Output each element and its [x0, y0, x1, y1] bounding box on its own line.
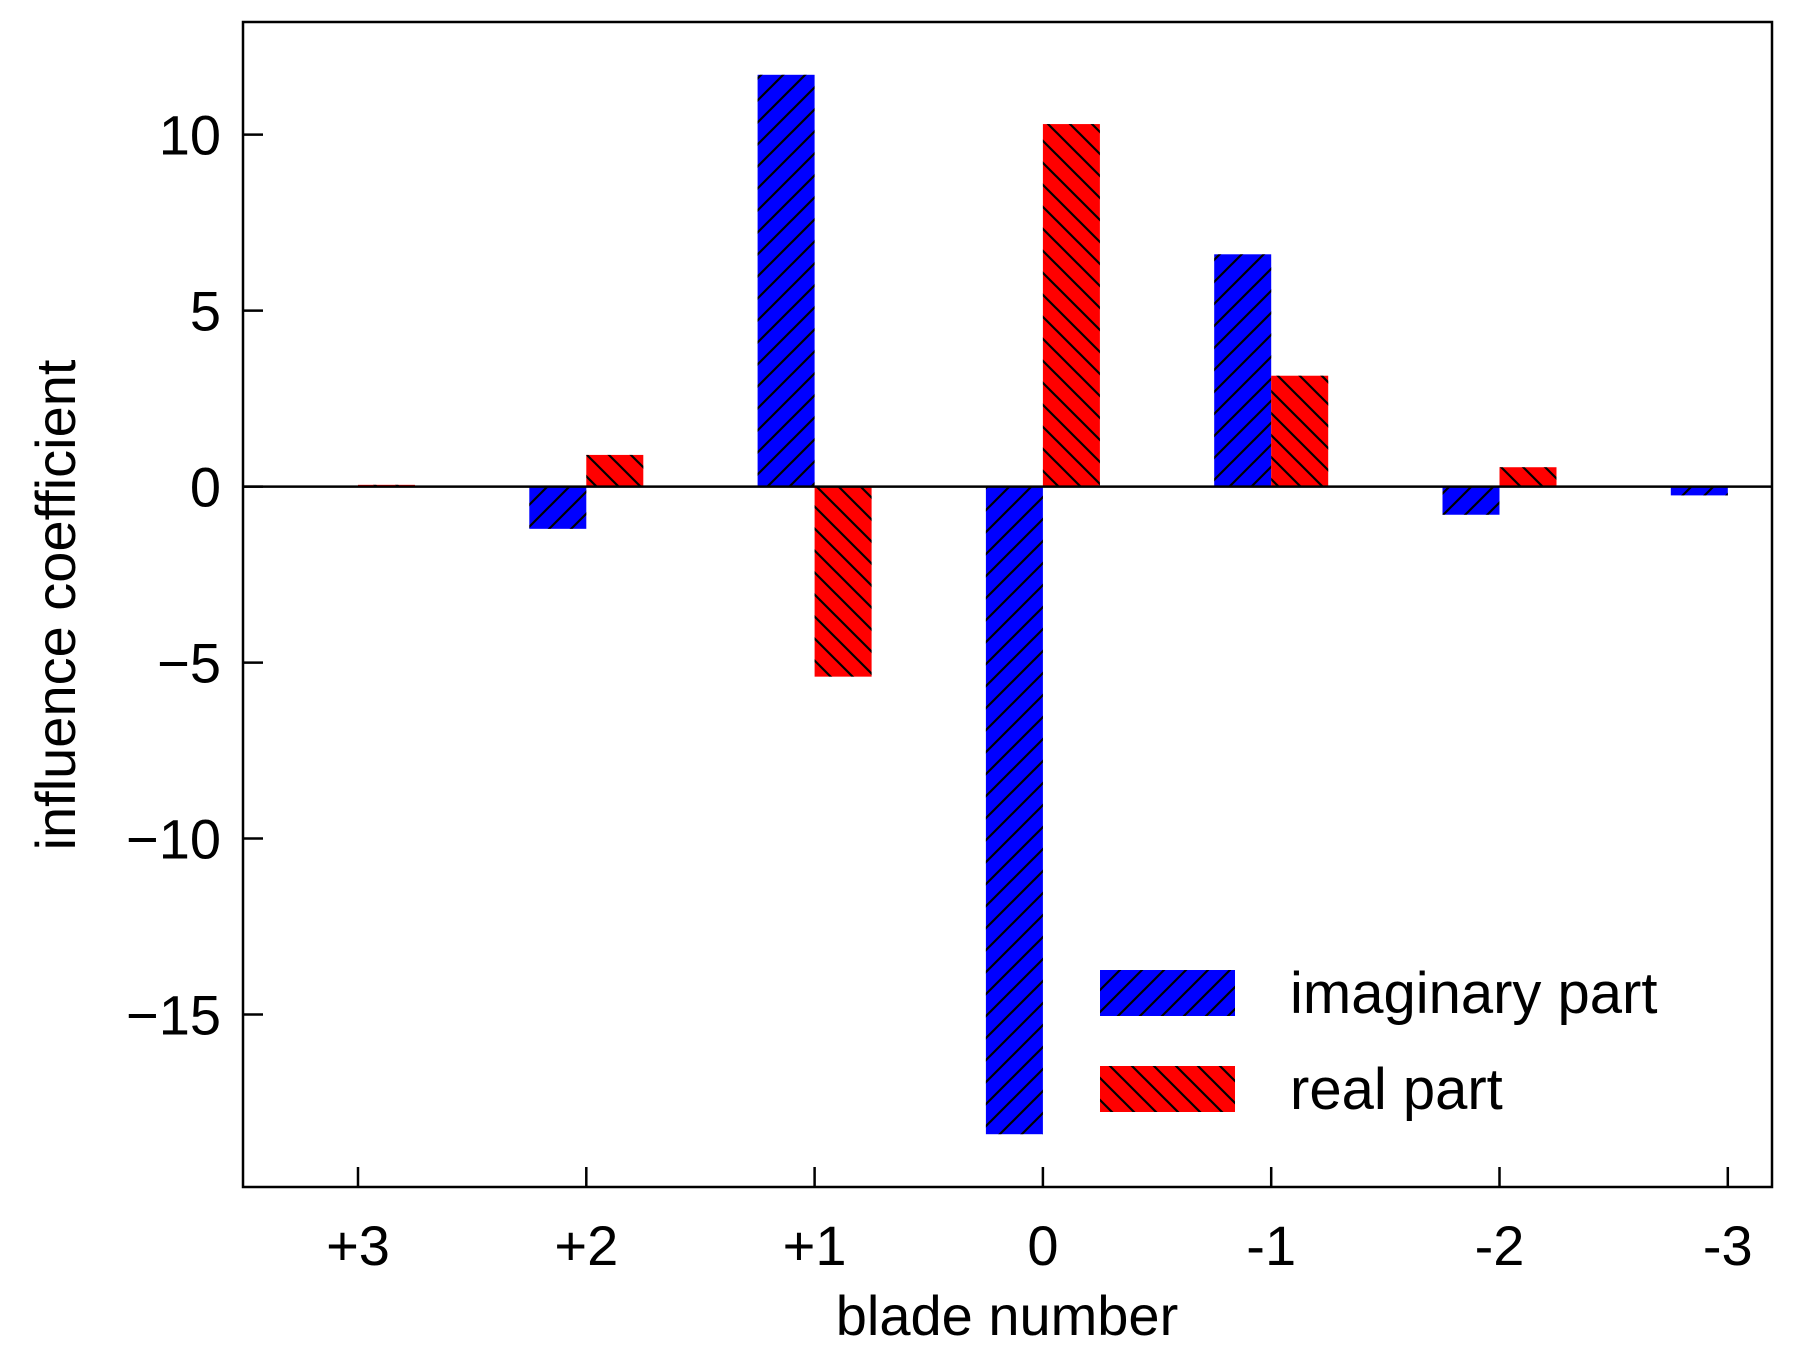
bar-imaginary-part-minus2: [1442, 486, 1500, 515]
y-tick-label: 10: [159, 104, 221, 167]
legend-item-imaginary-part: imaginary part: [1100, 961, 1657, 1026]
y-axis-label: influence coefficient: [24, 359, 87, 850]
x-axis-label: blade number: [836, 1284, 1178, 1347]
bar-imaginary-part-0: [985, 486, 1043, 1135]
bar-real-part-minus2: [1499, 467, 1557, 487]
legend-swatch: [1100, 970, 1235, 1016]
legend: imaginary part real part: [1100, 961, 1657, 1122]
x-tick-label: 0: [1027, 1214, 1058, 1277]
bar-imaginary-part-minus3: [1670, 486, 1728, 496]
bar-imaginary-part-minus1: [1214, 254, 1272, 487]
bar-imaginary-part-plus2: [529, 486, 587, 529]
x-tick-label: +1: [783, 1214, 847, 1277]
y-tick-label: 5: [190, 280, 221, 343]
x-tick-label: -1: [1246, 1214, 1296, 1277]
y-tick-label: −5: [157, 632, 221, 695]
x-tick-label: +3: [326, 1214, 390, 1277]
y-tick-label: 0: [190, 456, 221, 519]
plot-frame: [241, 20, 1774, 1189]
legend-label: imaginary part: [1290, 961, 1657, 1026]
bar-imaginary-part-plus1: [757, 74, 815, 487]
legend-item-real-part: real part: [1100, 1057, 1503, 1122]
x-tick-label: +2: [554, 1214, 618, 1277]
y-tick-label: −10: [126, 808, 221, 871]
bar-real-part-0: [1042, 124, 1100, 487]
y-tick-label: −15: [126, 984, 221, 1047]
x-tick-label: -3: [1703, 1214, 1753, 1277]
legend-label: real part: [1290, 1057, 1503, 1122]
bar-real-part-plus1: [814, 486, 872, 677]
x-tick-label: -2: [1475, 1214, 1525, 1277]
legend-swatch: [1100, 1066, 1235, 1112]
bar-real-part-plus2: [586, 454, 644, 487]
x-axis: +3 +2 +1 0 -1 -2 -3: [326, 1167, 1753, 1277]
bar-real-part-minus1: [1271, 375, 1329, 487]
y-axis: 10 5 0 −5 −10 −15: [126, 104, 263, 1047]
bars: [358, 74, 1728, 1135]
